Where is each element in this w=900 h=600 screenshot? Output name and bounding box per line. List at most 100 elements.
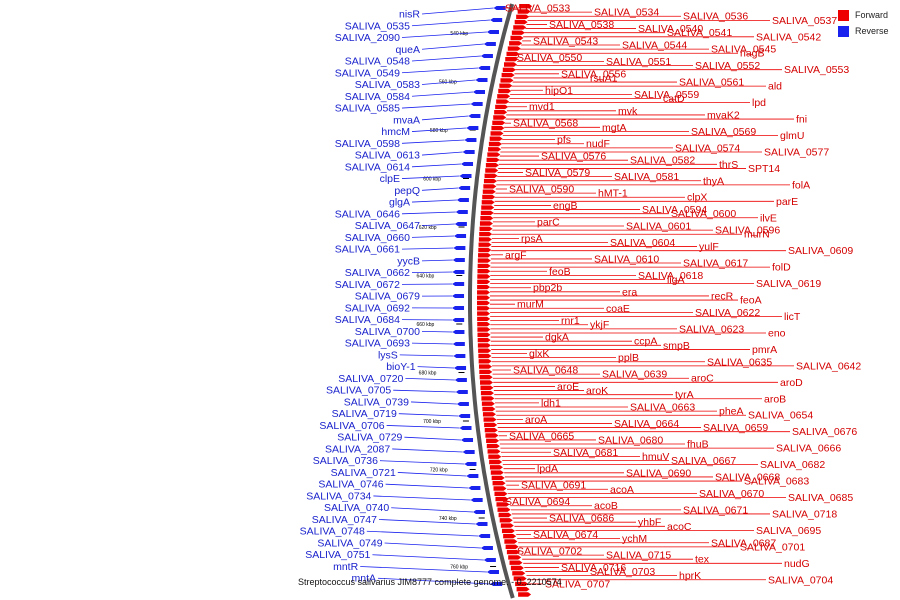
forward-gene-arrow [477, 316, 491, 322]
reverse-gene-label: SALIVA_0748 [300, 526, 365, 538]
forward-gene-label: SALIVA_0596 [715, 225, 780, 237]
reverse-gene-arrow [473, 90, 486, 94]
reverse-leader-line [411, 271, 453, 274]
forward-gene-arrow [477, 279, 491, 284]
reverse-gene-arrow [456, 402, 469, 406]
forward-gene-arrow [497, 94, 511, 99]
legend-label-reverse: Reverse [855, 26, 889, 36]
forward-gene-label: hprK [679, 570, 701, 582]
reverse-gene-arrow [480, 546, 493, 550]
forward-gene-label: SALIVA_0542 [756, 31, 821, 43]
reverse-gene-label: SALIVA_0740 [324, 502, 389, 514]
forward-gene-label: licT [784, 311, 801, 323]
forward-gene-label: SALIVA_0685 [788, 492, 853, 504]
forward-gene-arrow [481, 200, 495, 205]
forward-gene-label: SALIVA_0674 [533, 529, 598, 541]
legend-item-forward: Forward [838, 7, 889, 23]
reverse-leader-line [410, 401, 457, 405]
reverse-leader-line [411, 91, 474, 97]
reverse-gene-label: SALIVA_0720 [338, 373, 403, 385]
legend-swatch-forward [838, 9, 849, 21]
forward-gene-label: pfs [557, 134, 571, 146]
forward-gene-label: ccpA [634, 336, 657, 348]
reverse-gene-arrow [490, 582, 503, 586]
reverse-gene-label: SALIVA_0584 [345, 91, 410, 103]
forward-gene-arrow [482, 189, 496, 194]
reverse-gene-label: SALIVA_0684 [335, 314, 400, 326]
forward-gene-label: hMT-1 [598, 188, 628, 200]
reverse-leader-line [411, 163, 462, 168]
reverse-gene-arrow [453, 246, 466, 250]
forward-gene-label: SALIVA_0718 [772, 508, 837, 520]
forward-gene-arrow [494, 110, 508, 115]
reverse-leader-line [392, 448, 463, 453]
forward-gene-label: SALIVA_0668 [715, 471, 780, 483]
forward-gene-label: lpd [752, 97, 766, 109]
forward-gene-label: SALIVA_0569 [691, 126, 756, 138]
forward-gene-label: SALIVA_0619 [756, 278, 821, 290]
forward-gene-label: thrS [719, 159, 738, 171]
reverse-gene-label: lysS [378, 349, 398, 361]
forward-gene-label: feoB [549, 266, 571, 278]
reverse-gene-arrow [480, 54, 493, 58]
reverse-leader-line [401, 211, 456, 215]
reverse-gene-arrow [454, 222, 467, 226]
forward-gene-label: recR [711, 290, 734, 302]
forward-gene-arrow [509, 41, 523, 46]
forward-gene-label: SALIVA_0582 [630, 155, 695, 167]
forward-gene-arrow [483, 184, 497, 189]
forward-gene-label: mvaK2 [707, 109, 740, 121]
forward-gene-label: SALIVA_0556 [561, 68, 626, 80]
reverse-leader-line [421, 115, 469, 121]
forward-gene-label: SALIVA_0707 [545, 578, 610, 590]
reverse-gene-label: SALIVA_0749 [317, 537, 382, 549]
reverse-gene-arrow [468, 486, 481, 490]
forward-gene-label: fhuB [687, 439, 709, 451]
forward-gene-label: SALIVA_0577 [764, 146, 829, 158]
forward-gene-label: clpX [687, 192, 707, 204]
reverse-leader-line [401, 175, 460, 179]
forward-gene-label: ykjF [590, 319, 609, 331]
forward-gene-arrow [477, 306, 491, 311]
reverse-gene-arrow [454, 366, 467, 370]
forward-gene-label: nudG [784, 558, 810, 570]
reverse-gene-label: SALIVA_0751 [305, 549, 370, 561]
gene-labels: SALIVA_0533 SALIVA_0534 SALIVA_0536 SALIVA_… [300, 3, 862, 591]
genome-backbone [468, 3, 515, 599]
forward-gene-label: SALIVA_0663 [630, 402, 695, 414]
forward-gene-label: SALIVA_0590 [509, 183, 574, 195]
forward-gene-label: SALIVA_0538 [549, 19, 614, 31]
reverse-gene-arrow [464, 138, 477, 142]
forward-gene-arrow [515, 581, 529, 587]
reverse-gene-label: SALIVA_0692 [345, 302, 410, 314]
forward-gene-arrow [480, 390, 494, 396]
forward-gene-arrow [477, 274, 491, 279]
reverse-gene-label: bioY-1 [386, 361, 416, 373]
forward-gene-label: SALIVA_0561 [679, 77, 744, 89]
forward-gene-label: SALIVA_0559 [634, 89, 699, 101]
forward-gene-label: SALIVA_0623 [679, 323, 744, 335]
reverse-leader-line [405, 378, 455, 381]
forward-gene-label: yulF [699, 241, 719, 253]
reverse-gene-arrow [470, 498, 483, 502]
reverse-gene-arrow [452, 306, 465, 310]
forward-gene-label: SALIVA_0534 [594, 7, 659, 19]
reverse-gene-arrow [454, 234, 467, 238]
forward-gene-arrow [494, 491, 508, 496]
forward-gene-arrow [477, 343, 491, 348]
forward-gene-label: nudF [586, 138, 610, 150]
forward-gene-arrow [490, 470, 504, 475]
forward-gene-label: SALIVA_0659 [703, 422, 768, 434]
forward-gene-arrow [478, 253, 492, 258]
reverse-gene-arrow [453, 354, 466, 358]
reverse-leader-line [411, 127, 467, 132]
forward-gene-label: murN [744, 229, 770, 241]
reverse-gene-arrow [458, 186, 471, 190]
reverse-leader-line [401, 31, 487, 38]
reverse-gene-arrow [452, 330, 465, 334]
forward-gene-label: SALIVA_0676 [792, 426, 857, 438]
forward-gene-label: SALIVA_0687 [711, 537, 776, 549]
forward-gene-label: tyrA [675, 389, 694, 401]
reverse-gene-label: nisR [399, 9, 420, 21]
